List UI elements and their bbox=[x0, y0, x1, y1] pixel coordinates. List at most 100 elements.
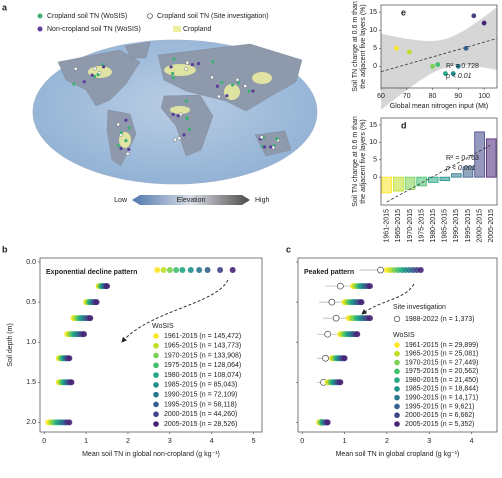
map-point bbox=[119, 130, 123, 135]
bar bbox=[427, 176, 439, 183]
legend-marker bbox=[153, 391, 159, 398]
point bbox=[443, 71, 448, 76]
legend-marker bbox=[394, 350, 400, 357]
map-point bbox=[269, 145, 273, 149]
map-point bbox=[243, 84, 247, 88]
map-point bbox=[210, 75, 214, 80]
point bbox=[187, 267, 194, 274]
point bbox=[154, 267, 161, 274]
map-point bbox=[169, 65, 173, 69]
map-point bbox=[171, 71, 175, 76]
y-tick-label: 5 bbox=[373, 157, 377, 164]
map-point bbox=[73, 67, 78, 71]
map-point bbox=[235, 78, 240, 82]
legend-label: Cropland soil TN (WoSIS) bbox=[47, 13, 127, 20]
panel-label: d bbox=[401, 120, 407, 130]
y-tick-label: 1.5 bbox=[26, 379, 36, 386]
map-point bbox=[171, 76, 176, 80]
legend-label: 2000-2015 (n = 44,260) bbox=[164, 411, 237, 418]
map-point bbox=[124, 139, 128, 143]
legend-marker bbox=[394, 421, 400, 427]
x-tick-label: 1990-2015 bbox=[453, 209, 460, 243]
x-tick-label: 2005-2015 bbox=[488, 209, 495, 243]
legend-swatch bbox=[173, 26, 181, 32]
map-point bbox=[90, 73, 94, 77]
x-tick-label: 5 bbox=[252, 438, 256, 445]
legend-label: 1975-2015 (n = 128,064) bbox=[164, 362, 241, 369]
axes-frame bbox=[39, 257, 263, 433]
point bbox=[406, 49, 412, 55]
point bbox=[358, 299, 365, 306]
legend-label: Cropland soil TN (Site investigation) bbox=[157, 13, 269, 20]
y-tick-label: 10 bbox=[369, 139, 377, 146]
map-point bbox=[172, 57, 176, 61]
x-tick-label: 0 bbox=[42, 438, 46, 445]
x-tick-label: 1985-2015 bbox=[442, 209, 449, 243]
legend-marker bbox=[394, 377, 400, 383]
annotation: p < 0.01 bbox=[445, 73, 472, 80]
map-point bbox=[262, 145, 267, 149]
bar bbox=[393, 176, 404, 192]
legend-marker bbox=[153, 342, 159, 349]
point bbox=[160, 267, 167, 274]
bottom-arrows bbox=[121, 279, 415, 343]
map-point bbox=[177, 136, 182, 141]
point bbox=[66, 419, 73, 426]
point bbox=[104, 283, 111, 290]
panel-title: Exponential decline pattern bbox=[46, 269, 137, 276]
x-tick-label: 1975-2015 bbox=[418, 209, 425, 243]
x-tick-label: 2 bbox=[385, 438, 389, 445]
site-point bbox=[332, 314, 340, 322]
legend-marker bbox=[37, 13, 43, 19]
map-point bbox=[275, 137, 279, 141]
map-point bbox=[184, 67, 188, 71]
legend-marker bbox=[153, 333, 159, 339]
x-tick-label: 1965-2015 bbox=[395, 209, 402, 243]
point bbox=[354, 331, 361, 338]
map-point bbox=[178, 112, 183, 117]
legend-label: 1990-2015 (n = 14,171) bbox=[405, 395, 478, 402]
y-tick-label: 0.0 bbox=[26, 259, 36, 266]
point bbox=[463, 45, 469, 51]
x-tick-label: 90 bbox=[454, 93, 462, 100]
point bbox=[173, 267, 180, 274]
legend-marker bbox=[153, 421, 159, 427]
map-point bbox=[185, 60, 190, 65]
point bbox=[229, 267, 236, 274]
site-point bbox=[337, 282, 344, 290]
x-tick-label: 1980-2015 bbox=[430, 209, 437, 243]
map-point bbox=[196, 62, 201, 66]
point bbox=[217, 267, 224, 274]
map-point bbox=[96, 73, 100, 77]
legend-marker bbox=[147, 13, 153, 19]
map-point bbox=[236, 81, 241, 85]
x-tick-label: 2000-2015 bbox=[476, 209, 483, 243]
legend-marker bbox=[394, 368, 400, 375]
x-axis-label: Global mean nitrogen input (Mt) bbox=[390, 103, 488, 110]
legend-label: 2005-2015 (n = 28,526) bbox=[164, 421, 237, 428]
map-point bbox=[187, 127, 192, 132]
legend-marker bbox=[394, 386, 400, 392]
y-tick-label: 15 bbox=[369, 122, 377, 129]
legend-title: WoSIS bbox=[152, 323, 174, 330]
map-point bbox=[217, 94, 221, 99]
legend-label: Non-cropland soil TN (WoSIS) bbox=[47, 26, 141, 33]
map-point bbox=[190, 63, 194, 67]
legend-label: 1965-2015 (n = 25,081) bbox=[405, 351, 478, 358]
point bbox=[324, 419, 331, 426]
legend-marker bbox=[153, 401, 159, 408]
bar bbox=[474, 131, 485, 178]
x-tick-label: 1995-2015 bbox=[465, 209, 472, 243]
map-point bbox=[215, 84, 219, 88]
map-point bbox=[92, 74, 97, 79]
panel-label: c bbox=[286, 244, 291, 254]
legend-marker bbox=[153, 372, 159, 378]
legend-label: 1980-2015 (n = 21,450) bbox=[405, 377, 478, 384]
site-point bbox=[324, 330, 331, 338]
bar bbox=[381, 176, 393, 194]
legend-marker bbox=[394, 412, 400, 419]
map-point bbox=[72, 82, 76, 86]
map-point bbox=[251, 89, 255, 93]
panel-label: a bbox=[2, 2, 8, 12]
